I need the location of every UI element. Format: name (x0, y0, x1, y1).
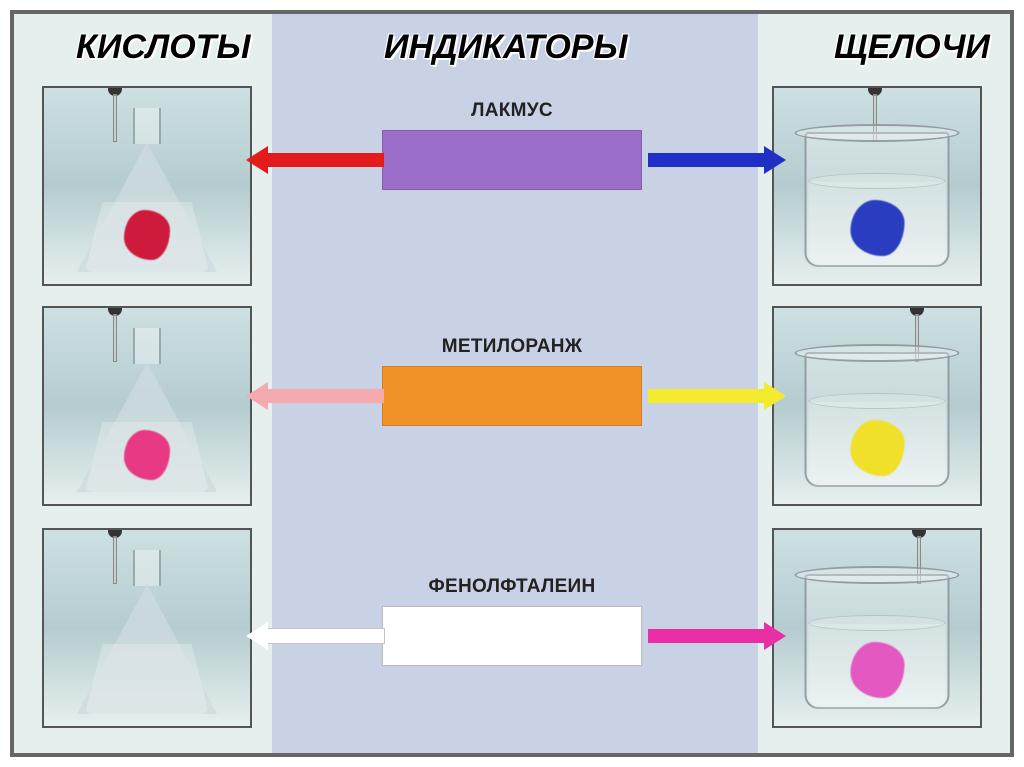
alkali-panel (772, 86, 982, 286)
beaker-icon (795, 124, 960, 274)
flask-icon (72, 108, 222, 278)
alkali-panel (772, 528, 982, 728)
indicator-row: ФЕНОЛФТАЛЕИН (14, 528, 1010, 738)
indicator-color-bar (382, 366, 642, 426)
alkali-panel (772, 306, 982, 506)
indicator-label: МЕТИЛОРАНЖ (442, 336, 583, 358)
header-row: КИСЛОТЫ ИНДИКАТОРЫ ЩЕЛОЧИ (14, 22, 1010, 72)
arrow-left-icon (266, 622, 384, 650)
acid-panel (42, 528, 252, 728)
flask-icon (72, 550, 222, 720)
beaker-icon (795, 566, 960, 716)
indicator-color-bar (382, 606, 642, 666)
heading-acids: КИСЛОТЫ (76, 28, 250, 67)
diagram-canvas: КИСЛОТЫ ИНДИКАТОРЫ ЩЕЛОЧИ (10, 10, 1014, 757)
arrow-right-icon (648, 146, 766, 174)
arrow-right-icon (648, 382, 766, 410)
acid-panel (42, 86, 252, 286)
acid-panel (42, 306, 252, 506)
arrow-right-icon (648, 622, 766, 650)
heading-indicators: ИНДИКАТОРЫ (384, 28, 627, 67)
flask-icon (72, 328, 222, 498)
indicator-label: ФЕНОЛФТАЛЕИН (428, 576, 595, 598)
indicator-color-bar (382, 130, 642, 190)
beaker-icon (795, 344, 960, 494)
indicator-row: ЛАКМУС (14, 86, 1010, 296)
indicator-label: ЛАКМУС (471, 100, 553, 122)
heading-alkalis: ЩЕЛОЧИ (834, 28, 990, 67)
indicator-row: МЕТИЛОРАНЖ (14, 306, 1010, 516)
arrow-left-icon (266, 382, 384, 410)
arrow-left-icon (266, 146, 384, 174)
